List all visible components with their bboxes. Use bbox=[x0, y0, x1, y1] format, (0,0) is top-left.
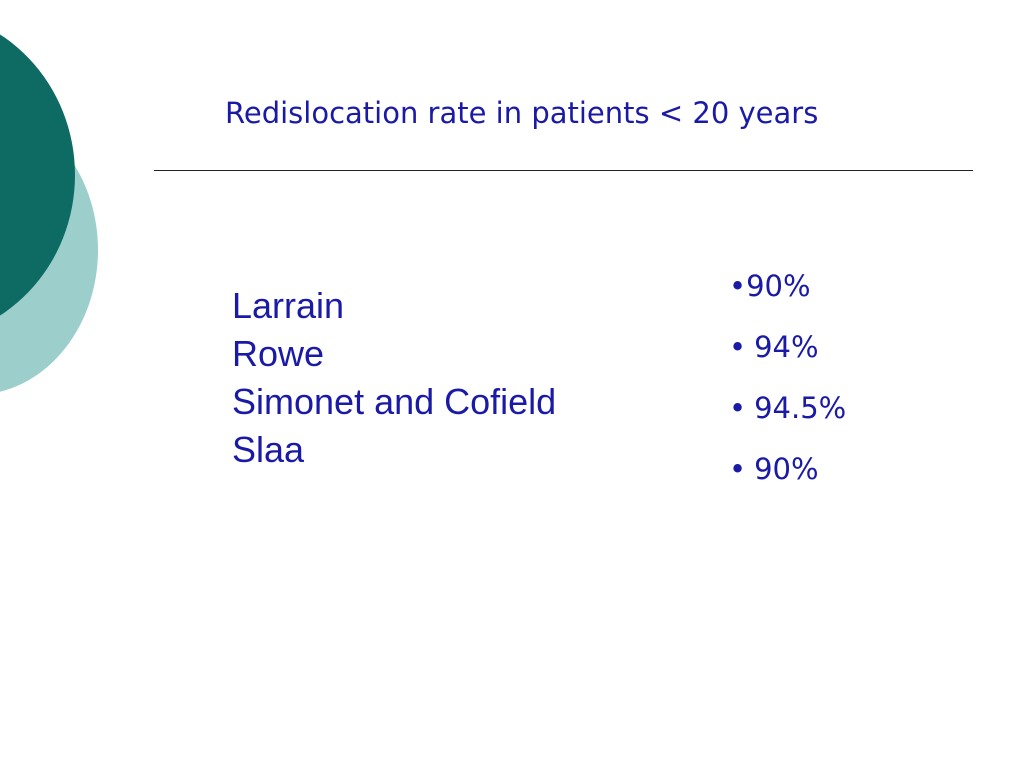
bullet-icon: • bbox=[729, 330, 747, 364]
bullet-icon: • bbox=[729, 452, 747, 486]
rate-item: • 94.5% bbox=[729, 389, 846, 450]
author-name: Slaa bbox=[232, 429, 305, 470]
bullet-icon: • bbox=[729, 391, 747, 425]
rate-value: 90% bbox=[746, 269, 811, 303]
bullet-icon: • bbox=[729, 269, 747, 303]
rate-value: 94% bbox=[754, 330, 819, 364]
slide-title: Redislocation rate in patients < 20 year… bbox=[225, 96, 819, 130]
rate-list: •90% • 94% • 94.5% • 90% bbox=[729, 267, 846, 511]
rate-value: 94.5% bbox=[754, 391, 847, 425]
author-name: Larrain bbox=[232, 285, 345, 326]
author-name: Rowe bbox=[232, 333, 325, 374]
author-list: Larrain Rowe Simonet and Cofield Slaa bbox=[232, 282, 556, 474]
author-name: Simonet and Cofield bbox=[232, 381, 557, 422]
title-divider bbox=[154, 170, 973, 171]
rate-item: • 94% bbox=[729, 328, 846, 389]
rate-item: •90% bbox=[729, 450, 846, 511]
rate-item: •90% bbox=[729, 267, 846, 328]
rate-value: 90% bbox=[754, 452, 819, 486]
